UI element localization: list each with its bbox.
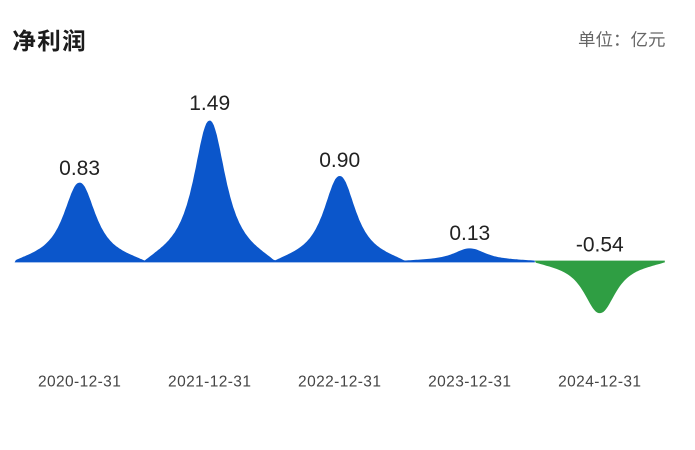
svg-text:0.13: 0.13: [449, 222, 490, 245]
svg-text:2022-12-31: 2022-12-31: [298, 374, 381, 391]
svg-text:1.49: 1.49: [189, 92, 230, 115]
svg-text:2020-12-31: 2020-12-31: [38, 374, 121, 391]
svg-text:0.83: 0.83: [59, 157, 100, 180]
svg-text:2024-12-31: 2024-12-31: [558, 374, 641, 391]
svg-text:2021-12-31: 2021-12-31: [168, 374, 251, 391]
svg-text:-0.54: -0.54: [576, 234, 624, 257]
svg-text:2023-12-31: 2023-12-31: [428, 374, 511, 391]
svg-text:0.90: 0.90: [319, 149, 360, 172]
